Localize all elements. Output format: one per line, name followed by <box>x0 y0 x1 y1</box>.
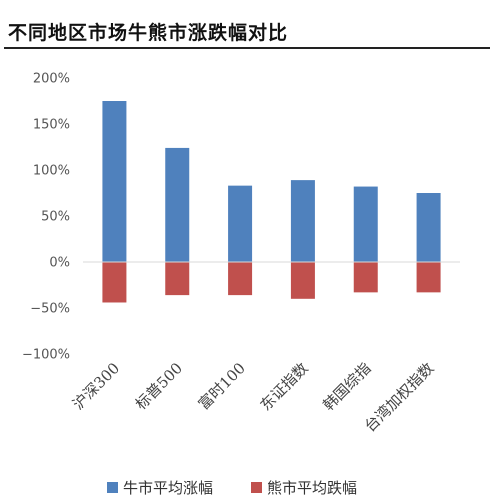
legend-item-bear: 熊市平均跌幅 <box>251 477 357 498</box>
bull-bar <box>290 180 315 262</box>
legend-label-bear: 熊市平均跌幅 <box>267 479 358 497</box>
bull-bar <box>416 193 441 262</box>
x-category-label: 沪深300 <box>69 359 123 413</box>
title-divider <box>4 47 490 49</box>
x-category-label: 韩国综指 <box>319 359 374 414</box>
x-category-label: 富时100 <box>195 359 249 413</box>
legend-swatch-bear <box>251 482 262 493</box>
y-tick-label: 0% <box>49 256 70 271</box>
y-tick-label: −50% <box>30 302 70 317</box>
x-category-label: 标普500 <box>132 359 186 413</box>
y-tick-label: 100% <box>33 164 70 179</box>
bear-bar <box>228 262 253 296</box>
legend: 牛市平均涨幅 熊市平均跌幅 <box>0 477 498 498</box>
legend-item-bull: 牛市平均涨幅 <box>107 477 213 498</box>
bear-bar <box>353 262 378 293</box>
y-tick-label: 150% <box>33 118 70 133</box>
bear-bar <box>165 262 190 296</box>
y-tick-label: 50% <box>41 210 70 225</box>
legend-swatch-bull <box>107 482 118 493</box>
bull-bar <box>165 147 190 262</box>
legend-label-bull: 牛市平均涨幅 <box>123 479 214 497</box>
bull-bar <box>228 185 253 262</box>
bar-chart: 200% 150% 100% 50% 0% −50% −100%沪深300 标普500 富时10… <box>22 72 460 435</box>
y-tick-label: 200% <box>33 72 70 87</box>
bear-bar <box>290 262 315 299</box>
y-tick-label: −100% <box>22 348 70 363</box>
bull-bar <box>353 186 378 262</box>
bear-bar <box>416 262 441 293</box>
bull-bar <box>102 101 127 262</box>
chart-title: 不同地区市场牛熊市涨跌幅对比 <box>8 22 289 44</box>
x-category-label: 东证指数 <box>257 359 312 414</box>
bear-bar <box>102 262 127 303</box>
